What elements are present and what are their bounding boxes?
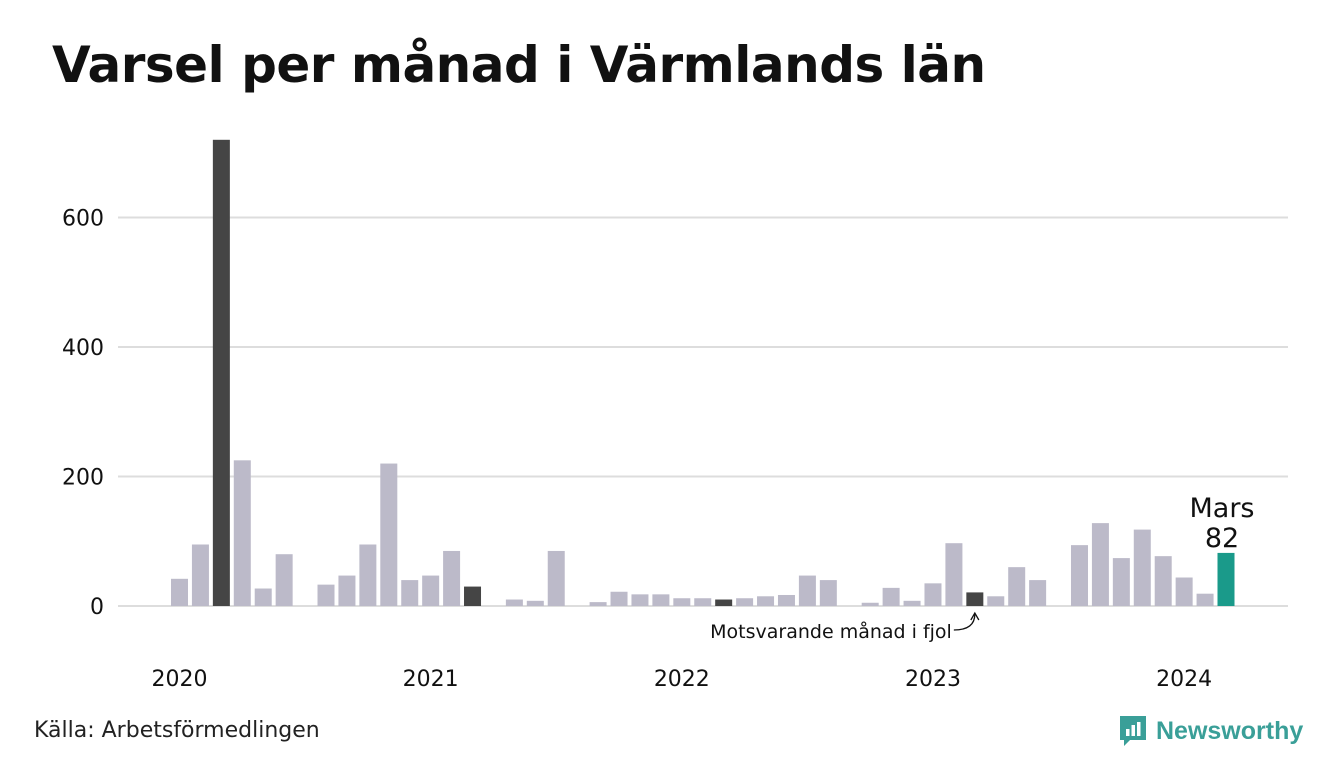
bar-2020-11: [380, 463, 398, 606]
bar-2022-05: [757, 596, 775, 606]
bar-2022-04: [736, 598, 754, 606]
brand-name: Newsworthy: [1156, 716, 1304, 745]
bar-2024-02: [1196, 593, 1214, 606]
y-axis-tick-labels: 0 200 400 600: [62, 207, 104, 621]
bar-2020-02: [191, 544, 209, 606]
bar-2020-01: [171, 578, 188, 606]
bar-2020-06: [275, 554, 293, 606]
bar-2021-06: [526, 600, 544, 606]
bar-2023-10: [1112, 558, 1130, 606]
y-tick-label: 600: [62, 207, 104, 232]
x-tick-label-2021: 2021: [403, 667, 459, 692]
bar-2021-10: [610, 591, 628, 606]
bar-2023-06: [1029, 580, 1047, 606]
bar-2022-07: [798, 575, 816, 606]
x-axis-tick-labels: 2020 2021 2022 2023 2024: [152, 667, 1213, 692]
annotation-arrowhead: [970, 611, 980, 621]
bar-2024-01: [1175, 577, 1193, 606]
bar-2020-09: [338, 575, 356, 606]
bar-2022-10: [861, 602, 879, 606]
source-note: Källa: Arbetsförmedlingen: [34, 718, 320, 743]
current-value-label: 82: [1205, 523, 1239, 554]
bar-2022-11: [882, 587, 900, 606]
newsworthy-logo-icon: [1120, 716, 1146, 746]
bar-2021-07: [547, 550, 565, 606]
x-tick-label-2023: 2023: [905, 667, 961, 692]
bar-2020-04: [233, 460, 251, 606]
brand-logo[interactable]: Newsworthy: [1118, 714, 1303, 748]
bar-2023-05: [1008, 567, 1026, 606]
bar-2023-04: [987, 596, 1005, 606]
current-month-label: Mars: [1189, 493, 1254, 524]
bar-2022-12: [903, 600, 921, 606]
bar-2021-11: [631, 594, 649, 606]
chart-title: Varsel per månad i Värmlands län: [52, 36, 986, 94]
bar-2022-03: [715, 599, 733, 606]
bar-2020-12: [401, 580, 419, 606]
y-tick-label: 0: [90, 595, 104, 620]
bars: [171, 139, 1235, 607]
bar-2022-08: [819, 580, 837, 606]
bar-2023-11: [1133, 529, 1151, 606]
y-tick-label: 400: [62, 336, 104, 361]
bar-2023-09: [1091, 523, 1109, 606]
bar-2021-05: [505, 599, 523, 606]
bar-2023-01: [924, 583, 942, 606]
bar-2022-01: [673, 598, 691, 606]
annotation-arrow: [953, 613, 976, 631]
bar-2020-03: [212, 139, 230, 607]
bar-2021-12: [652, 594, 670, 606]
bar-2021-02: [443, 550, 461, 606]
x-tick-label-2024: 2024: [1156, 667, 1212, 692]
bar-2023-12: [1154, 556, 1172, 606]
y-tick-label: 200: [62, 466, 104, 491]
bar-2023-02: [945, 543, 963, 606]
bar-2021-09: [589, 602, 607, 606]
bar-2021-01: [422, 575, 440, 606]
bar-2024-03: [1217, 552, 1235, 606]
bar-2020-08: [317, 584, 335, 606]
bar-2022-06: [777, 594, 795, 606]
bar-2022-02: [694, 598, 712, 606]
grid-lines: [118, 216, 1288, 607]
bar-2021-03: [464, 586, 482, 606]
x-tick-label-2020: 2020: [152, 667, 208, 692]
x-tick-label-2022: 2022: [654, 667, 710, 692]
previous-year-annotation: Motsvarande månad i fjol: [710, 620, 952, 643]
bar-2023-03: [966, 592, 984, 606]
bar-2023-08: [1070, 545, 1088, 606]
bar-2020-05: [254, 588, 272, 606]
bar-2020-10: [359, 544, 377, 606]
